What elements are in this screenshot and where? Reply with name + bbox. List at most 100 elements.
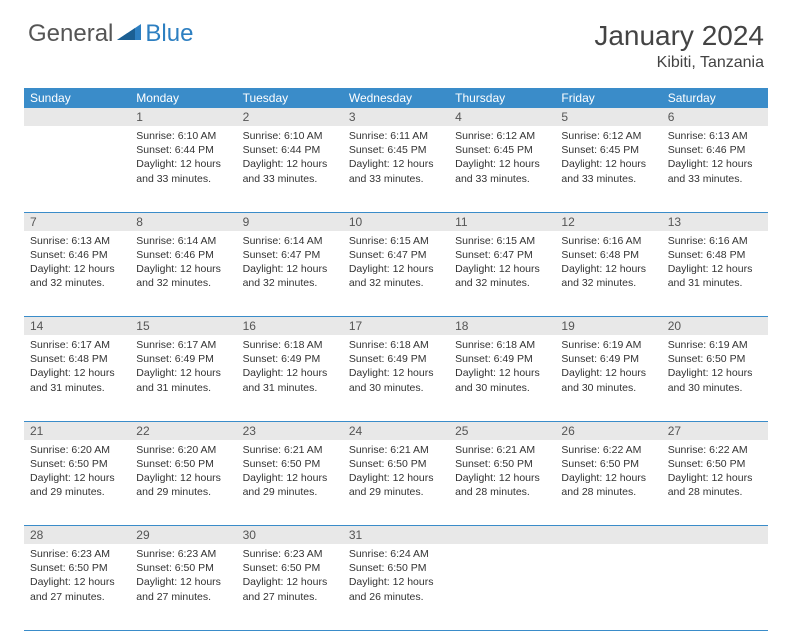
sunset-text: Sunset: 6:50 PM <box>668 352 762 366</box>
daylight-text: Daylight: 12 hours and 32 minutes. <box>243 262 337 290</box>
weekday-header: Tuesday <box>237 88 343 108</box>
day-cell-content: Sunrise: 6:21 AMSunset: 6:50 PMDaylight:… <box>449 440 555 506</box>
sunrise-text: Sunrise: 6:20 AM <box>30 443 124 457</box>
sunrise-text: Sunrise: 6:24 AM <box>349 547 443 561</box>
sunset-text: Sunset: 6:50 PM <box>668 457 762 471</box>
sunrise-text: Sunrise: 6:22 AM <box>668 443 762 457</box>
day-number: 27 <box>662 421 768 440</box>
day-cell-content: Sunrise: 6:13 AMSunset: 6:46 PMDaylight:… <box>24 231 130 297</box>
day-cell-content: Sunrise: 6:13 AMSunset: 6:46 PMDaylight:… <box>662 126 768 192</box>
daylight-text: Daylight: 12 hours and 32 minutes. <box>561 262 655 290</box>
day-cell: Sunrise: 6:22 AMSunset: 6:50 PMDaylight:… <box>555 440 661 526</box>
day-cell <box>24 126 130 212</box>
sunrise-text: Sunrise: 6:19 AM <box>561 338 655 352</box>
day-cell: Sunrise: 6:12 AMSunset: 6:45 PMDaylight:… <box>449 126 555 212</box>
day-cell: Sunrise: 6:19 AMSunset: 6:49 PMDaylight:… <box>555 335 661 421</box>
day-number: 12 <box>555 212 661 231</box>
weekday-header: Friday <box>555 88 661 108</box>
sunrise-text: Sunrise: 6:17 AM <box>136 338 230 352</box>
sunrise-text: Sunrise: 6:12 AM <box>455 129 549 143</box>
weekday-header: Monday <box>130 88 236 108</box>
day-cell: Sunrise: 6:12 AMSunset: 6:45 PMDaylight:… <box>555 126 661 212</box>
day-cell-content: Sunrise: 6:23 AMSunset: 6:50 PMDaylight:… <box>237 544 343 610</box>
day-number: 15 <box>130 317 236 336</box>
sunrise-text: Sunrise: 6:21 AM <box>243 443 337 457</box>
location: Kibiti, Tanzania <box>594 54 764 72</box>
daylight-text: Daylight: 12 hours and 33 minutes. <box>349 157 443 185</box>
daylight-text: Daylight: 12 hours and 28 minutes. <box>455 471 549 499</box>
sunrise-text: Sunrise: 6:15 AM <box>349 234 443 248</box>
day-number: 9 <box>237 212 343 231</box>
sunset-text: Sunset: 6:45 PM <box>349 143 443 157</box>
day-number: 8 <box>130 212 236 231</box>
sunrise-text: Sunrise: 6:13 AM <box>668 129 762 143</box>
day-cell: Sunrise: 6:13 AMSunset: 6:46 PMDaylight:… <box>24 231 130 317</box>
day-cell-content: Sunrise: 6:23 AMSunset: 6:50 PMDaylight:… <box>130 544 236 610</box>
sunset-text: Sunset: 6:48 PM <box>561 248 655 262</box>
sunset-text: Sunset: 6:44 PM <box>243 143 337 157</box>
day-cell-content: Sunrise: 6:15 AMSunset: 6:47 PMDaylight:… <box>343 231 449 297</box>
day-cell: Sunrise: 6:22 AMSunset: 6:50 PMDaylight:… <box>662 440 768 526</box>
week-row: Sunrise: 6:20 AM Sunset: 6:50 PM Daylight:… <box>24 440 768 526</box>
day-number: 21 <box>24 421 130 440</box>
sunrise-text: Sunrise: 6:10 AM <box>136 129 230 143</box>
day-cell: Sunrise: 6:16 AMSunset: 6:48 PMDaylight:… <box>555 231 661 317</box>
day-cell-content: Sunrise: 6:19 AMSunset: 6:50 PMDaylight:… <box>662 335 768 401</box>
day-number: 3 <box>343 108 449 126</box>
sunset-text: Sunset: 6:45 PM <box>561 143 655 157</box>
weekday-header: Saturday <box>662 88 768 108</box>
day-cell: Sunrise: 6:18 AMSunset: 6:49 PMDaylight:… <box>449 335 555 421</box>
day-cell: Sunrise: 6:20 AMSunset: 6:50 PMDaylight:… <box>130 440 236 526</box>
daylight-text: Daylight: 12 hours and 30 minutes. <box>349 366 443 394</box>
day-cell <box>555 544 661 630</box>
sunset-text: Sunset: 6:48 PM <box>30 352 124 366</box>
weekday-header: Thursday <box>449 88 555 108</box>
day-number: 2 <box>237 108 343 126</box>
day-cell: Sunrise: 6:17 AMSunset: 6:48 PMDaylight:… <box>24 335 130 421</box>
daylight-text: Daylight: 12 hours and 33 minutes. <box>561 157 655 185</box>
day-number: 4 <box>449 108 555 126</box>
week-row: Sunrise: 6:13 AMSunset: 6:46 PMDaylight:… <box>24 231 768 317</box>
day-cell-content: Sunrise: 6:18 AMSunset: 6:49 PMDaylight:… <box>449 335 555 401</box>
sunset-text: Sunset: 6:50 PM <box>30 561 124 575</box>
sunrise-text: Sunrise: 6:15 AM <box>455 234 549 248</box>
day-cell-content: Sunrise: 6:16 AMSunset: 6:48 PMDaylight:… <box>662 231 768 297</box>
daylight-text: Daylight: 12 hours and 31 minutes. <box>668 262 762 290</box>
sunset-text: Sunset: 6:48 PM <box>668 248 762 262</box>
sunrise-text: Sunrise: 6:18 AM <box>455 338 549 352</box>
day-cell: Sunrise: 6:23 AMSunset: 6:50 PMDaylight:… <box>24 544 130 630</box>
sunrise-text: Sunrise: 6:11 AM <box>349 129 443 143</box>
sunset-text: Sunset: 6:47 PM <box>455 248 549 262</box>
daylight-text: Daylight: 12 hours and 32 minutes. <box>136 262 230 290</box>
day-cell: Sunrise: 6:11 AMSunset: 6:45 PMDaylight:… <box>343 126 449 212</box>
day-cell: Sunrise: 6:18 AMSunset: 6:49 PMDaylight:… <box>237 335 343 421</box>
day-cell-content: Sunrise: 6:14 AMSunset: 6:47 PMDaylight:… <box>237 231 343 297</box>
sunset-text: Sunset: 6:47 PM <box>243 248 337 262</box>
day-cell: Sunrise: 6:21 AMSunset: 6:50 PMDaylight:… <box>237 440 343 526</box>
sunrise-text: Sunrise: 6:17 AM <box>30 338 124 352</box>
weekday-header: Wednesday <box>343 88 449 108</box>
day-cell <box>449 544 555 630</box>
sunrise-text: Sunrise: 6:12 AM <box>561 129 655 143</box>
day-number: 19 <box>555 317 661 336</box>
sunrise-text: Sunrise: 6:20 AM <box>136 443 230 457</box>
sunset-text: Sunset: 6:50 PM <box>243 561 337 575</box>
sunset-text: Sunset: 6:49 PM <box>243 352 337 366</box>
day-cell-content: Sunrise: 6:18 AMSunset: 6:49 PMDaylight:… <box>343 335 449 401</box>
sunset-text: Sunset: 6:49 PM <box>349 352 443 366</box>
day-cell: Sunrise: 6:14 AMSunset: 6:46 PMDaylight:… <box>130 231 236 317</box>
sunrise-text: Sunrise: 6:18 AM <box>349 338 443 352</box>
day-cell-content: Sunrise: 6:23 AMSunset: 6:50 PMDaylight:… <box>24 544 130 610</box>
sunrise-text: Sunrise: 6:22 AM <box>561 443 655 457</box>
logo-text-general: General <box>28 20 113 48</box>
sunset-text: Sunset: 6:47 PM <box>349 248 443 262</box>
day-cell-content: Sunrise: 6:17 AMSunset: 6:48 PMDaylight:… <box>24 335 130 401</box>
sunset-text: Sunset: 6:46 PM <box>668 143 762 157</box>
day-number: 5 <box>555 108 661 126</box>
day-number: 25 <box>449 421 555 440</box>
day-number <box>662 526 768 545</box>
day-number-row: 21222324252627 <box>24 421 768 440</box>
title-block: January 2024 Kibiti, Tanzania <box>594 20 764 72</box>
day-number-row: 78910111213 <box>24 212 768 231</box>
day-number: 10 <box>343 212 449 231</box>
